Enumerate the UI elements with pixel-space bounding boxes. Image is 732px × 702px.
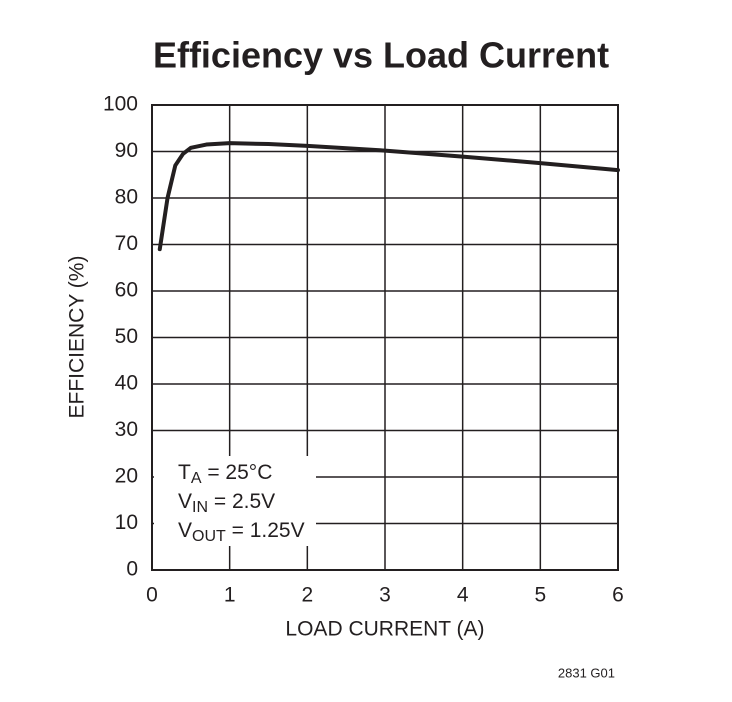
annotation-sub: IN [192, 499, 208, 516]
x-tick-label: 3 [379, 584, 391, 607]
y-axis-label: EFFICIENCY (%) [66, 256, 89, 419]
annotation-rest: = 25°C [202, 461, 273, 484]
annotation-sub: OUT [192, 528, 226, 545]
y-tick-label: 0 [126, 558, 138, 581]
x-tick-label: 1 [224, 584, 236, 607]
x-tick-label: 0 [146, 584, 158, 607]
y-tick-label: 20 [115, 465, 138, 488]
x-tick-label: 2 [301, 584, 313, 607]
data-line [157, 141, 620, 252]
annotation: VIN = 2.5V [178, 490, 275, 517]
x-tick-label: 4 [457, 584, 469, 607]
x-tick-label: 5 [534, 584, 546, 607]
annotation: TA = 25°C [178, 461, 272, 488]
annotation-main: V [178, 519, 192, 542]
y-tick-label: 50 [115, 325, 138, 348]
y-tick-label: 90 [115, 139, 138, 162]
x-tick-label: 6 [612, 584, 624, 607]
y-tick-label: 10 [115, 511, 138, 534]
y-tick-label: 30 [115, 418, 138, 441]
chart-title: Efficiency vs Load Current [153, 35, 609, 76]
annotation-box [154, 456, 316, 546]
annotation-main: V [178, 490, 192, 513]
y-tick-label: 70 [115, 232, 138, 255]
y-tick-label: 40 [115, 372, 138, 395]
annotation-main: T [178, 461, 191, 484]
annotation: VOUT = 1.25V [178, 519, 305, 546]
annotation-rest: = 1.25V [226, 519, 305, 542]
annotation-sub: A [191, 470, 202, 487]
annotation-rest: = 2.5V [208, 490, 275, 513]
y-tick-label: 100 [103, 93, 138, 116]
y-tick-label: 80 [115, 186, 138, 209]
y-tick-label: 60 [115, 279, 138, 302]
x-axis-label: LOAD CURRENT (A) [285, 618, 484, 641]
footnote: 2831 G01 [558, 665, 615, 680]
plot-frame [151, 104, 619, 571]
